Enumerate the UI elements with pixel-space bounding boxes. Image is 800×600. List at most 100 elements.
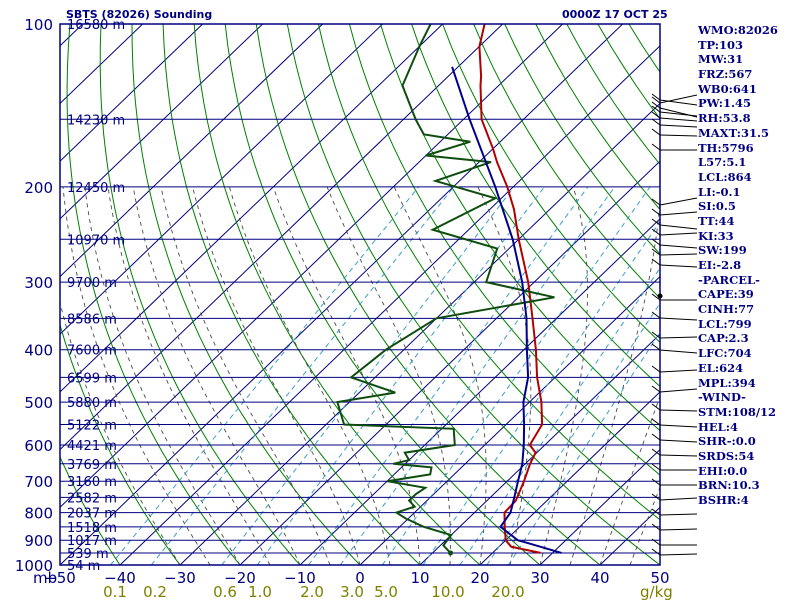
stability-index-item: MAXT:31.5 [698, 125, 769, 140]
wind-barb-shaft [659, 317, 698, 321]
height-level-label: 54 m [67, 559, 100, 574]
dry-adiabat-line [193, 24, 481, 565]
wind-barb-flag [651, 448, 661, 456]
wind-barb-shaft [659, 528, 698, 531]
dry-adiabat-line [60, 323, 181, 565]
stability-index-item: LCL:864 [698, 169, 752, 184]
stability-index-item: KI:33 [698, 228, 734, 243]
dry-adiabat-line [784, 24, 800, 577]
moist-adiabat-line [228, 186, 391, 565]
wind-barb-flag [651, 228, 661, 236]
mixing-ratio-unit-label: g/kg [640, 583, 673, 600]
mixing-ratio-line [256, 186, 545, 565]
wind-barb-flag [651, 418, 661, 426]
dry-adiabat-line [411, 24, 660, 388]
moist-adiabat-line [272, 186, 421, 565]
mixing-ratio-label: 3.0 [340, 583, 364, 600]
mixing-ratio-label: 20.0 [491, 583, 524, 600]
stability-index-item: STM:108/12 [698, 404, 777, 419]
dry-adiabat-line [255, 24, 601, 565]
pressure-tick-label: 200 [24, 179, 53, 197]
wind-barb-flag [651, 365, 661, 373]
wind-barb-flag [651, 343, 661, 351]
pressure-tick-label: 100 [24, 16, 53, 34]
stability-index-item: LI:-0.1 [698, 184, 741, 199]
wind-barb-flag [651, 538, 661, 546]
stability-index-item: PW:1.45 [698, 96, 752, 111]
wind-barb-shaft [659, 439, 698, 443]
mixing-ratio-label: 0.1 [103, 583, 127, 600]
height-level-label: 7600 m [67, 344, 117, 359]
dry-adiabat-line [504, 24, 660, 255]
isotherm-line [0, 24, 23, 565]
temperature-tick-label: 50 [650, 569, 669, 587]
height-level-label: 16580 m [67, 18, 125, 33]
wind-barb-shaft [659, 134, 698, 137]
dewpoint-line [336, 24, 555, 554]
moist-adiabat-line [599, 394, 660, 565]
wind-barb-shaft [659, 336, 698, 339]
height-level-label: 539 m [67, 547, 109, 562]
dry-adiabat-line [99, 24, 301, 565]
height-level-label: 2037 m [67, 507, 117, 522]
mixing-ratio-line [422, 220, 660, 565]
height-level-label: 1518 m [67, 521, 117, 536]
wind-barb-flag [651, 493, 661, 501]
wind-barbs [651, 93, 698, 556]
height-level-label: 10970 m [67, 233, 125, 248]
wind-barb-flag [651, 293, 661, 301]
isotherm-line [60, 24, 623, 565]
height-level-label: 3160 m [67, 475, 117, 490]
stability-index-item: WB0:641 [698, 81, 757, 96]
isotherm-line [60, 24, 323, 278]
wind-barb-shaft [659, 264, 698, 268]
stability-index-item: HEL:4 [698, 419, 738, 434]
isotherm-line [479, 391, 660, 565]
stability-index-item: LCL:799 [698, 316, 752, 331]
height-level-label: 8586 m [67, 312, 117, 327]
isotherm-line [60, 24, 263, 220]
stability-index-item: WMO:82026 [698, 23, 778, 37]
wind-barb-shaft [659, 224, 698, 230]
dry-adiabat-line [162, 24, 421, 565]
height-level-label: 5122 m [67, 419, 117, 434]
temperature-tick-label: −40 [104, 569, 136, 587]
wind-barb-shaft [659, 349, 698, 354]
calm-wind-marker [657, 293, 663, 299]
mixing-ratio-label: 2.0 [300, 583, 324, 600]
stability-index-item: SW:199 [698, 243, 747, 258]
temperature-tick-label: 20 [470, 569, 489, 587]
stability-index-item: -WIND- [698, 390, 746, 405]
wind-barb-flag [651, 93, 661, 101]
moist-adiabat-line [132, 186, 301, 565]
stability-index-item: -PARCEL- [698, 272, 760, 287]
wind-barb-flag [651, 403, 661, 411]
wind-barb-flag [651, 478, 661, 486]
mixing-ratio-line [507, 331, 660, 565]
wind-barb-flag [651, 508, 661, 516]
temperature-tick-label: 30 [530, 569, 549, 587]
wind-barb-flag [651, 101, 661, 109]
stability-index-item: FRZ:567 [698, 67, 753, 82]
wind-barb-flag [651, 248, 661, 256]
isotherm-line [359, 275, 660, 565]
wind-barb-shaft [659, 388, 698, 393]
stability-index-item: TH:5796 [698, 140, 754, 155]
isotherm-line [419, 333, 660, 565]
stability-index-item: EHI:0.0 [698, 463, 748, 478]
background-grid [0, 24, 800, 577]
moist-adiabat-line [160, 186, 331, 565]
stability-index-item: EI:-2.8 [698, 258, 742, 272]
wind-barb-flag [651, 118, 661, 126]
dry-adiabat-line [317, 24, 660, 521]
wind-barb-flag [651, 433, 661, 441]
moist-adiabat-line [629, 486, 660, 565]
dewpoint-surface-marker [448, 550, 454, 556]
temperature-tick-label: 40 [590, 569, 609, 587]
isotherm-line [539, 448, 660, 565]
stability-index-item: CAP:2.3 [698, 331, 749, 346]
mixing-ratio-line [308, 186, 589, 565]
mixing-ratio-line [486, 302, 660, 565]
